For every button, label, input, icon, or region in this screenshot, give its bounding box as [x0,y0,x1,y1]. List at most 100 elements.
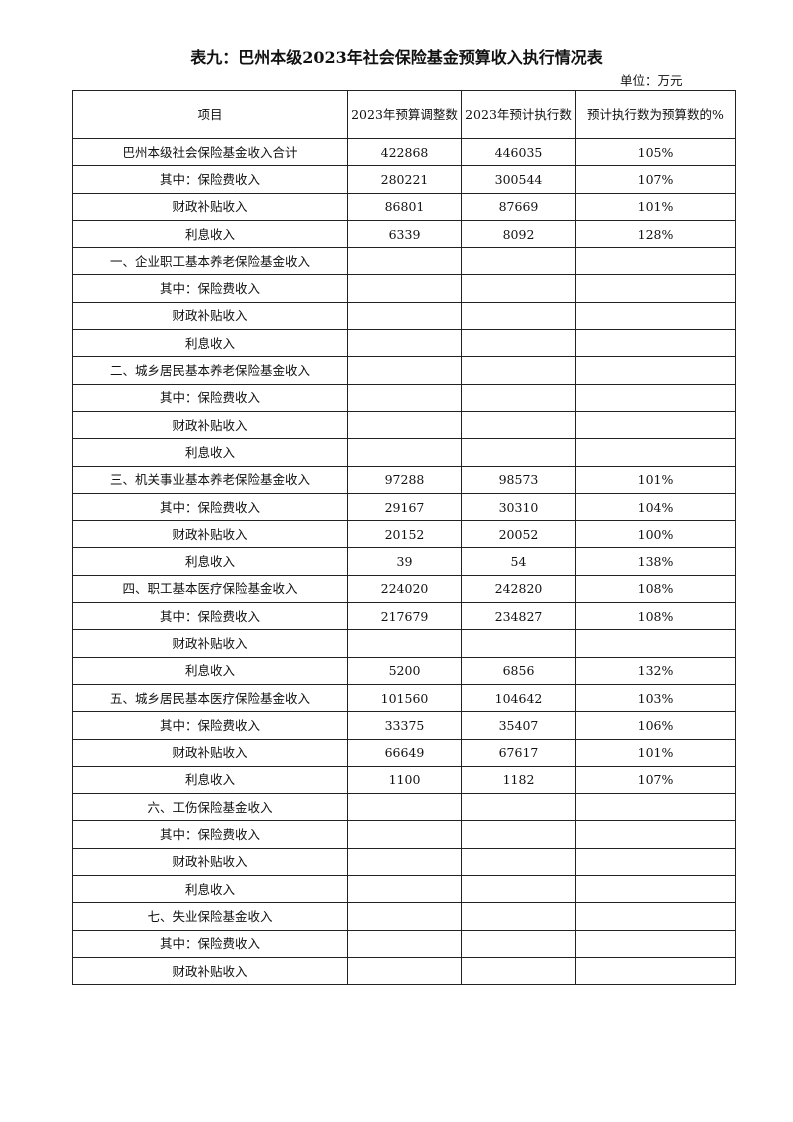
item-cell: 财政补贴收入 [72,738,348,767]
estimated-cell: 300544 [461,165,576,194]
budget-cell [347,875,462,904]
estimated-cell [461,329,576,358]
estimated-cell [461,847,576,877]
item-cell: 财政补贴收入 [72,520,348,549]
budget-cell [347,329,462,358]
budget-cell: 422868 [347,137,462,167]
budget-cell: 1100 [347,765,462,795]
item-cell: 利息收入 [72,656,348,685]
budget-cell: 280221 [347,165,462,194]
table-row: 利息收入 [72,329,736,358]
table-row: 其中：保险费收入 29167 30310 104% [72,492,736,522]
item-cell: 其中：保险费收入 [72,492,348,522]
header-item: 项目 [72,90,348,139]
item-cell: 一、企业职工基本养老保险基金收入 [72,247,348,276]
table-row: 其中：保险费收入 217679 234827 108% [72,602,736,631]
table-row: 利息收入 5200 6856 132% [72,656,736,685]
table-row: 其中：保险费收入 33375 35407 106% [72,711,736,740]
table-row: 利息收入 1100 1182 107% [72,765,736,795]
table-row: 其中：保险费收入 280221 300544 107% [72,165,736,194]
table-row: 六、工伤保险基金收入 [72,793,736,822]
item-cell: 其中：保险费收入 [72,929,348,958]
header-row: 项目 2023年预算调整数 2023年预计执行数 预计执行数为预算数的% [72,90,736,139]
income-table: 项目 2023年预算调整数 2023年预计执行数 预计执行数为预算数的% 巴州本… [72,90,736,986]
budget-cell [347,274,462,303]
ratio-cell: 101% [575,192,736,221]
item-cell: 财政补贴收入 [72,410,348,440]
ratio-cell [575,847,736,877]
budget-cell [347,629,462,658]
budget-cell: 29167 [347,492,462,522]
header-budget: 2023年预算调整数 [347,90,462,139]
ratio-cell [575,383,736,412]
estimated-cell: 98573 [461,465,576,494]
item-cell: 其中：保险费收入 [72,274,348,303]
estimated-cell: 54 [461,547,576,576]
budget-cell: 33375 [347,711,462,740]
estimated-cell [461,956,576,986]
estimated-cell [461,902,576,931]
item-cell: 利息收入 [72,765,348,795]
estimated-cell: 104642 [461,683,576,713]
table-row: 财政补贴收入 [72,301,736,331]
item-cell: 三、机关事业基本养老保险基金收入 [72,465,348,494]
budget-cell: 39 [347,547,462,576]
estimated-cell [461,793,576,822]
item-cell: 其中：保险费收入 [72,711,348,740]
item-cell: 其中：保险费收入 [72,383,348,412]
ratio-cell [575,329,736,358]
estimated-cell [461,929,576,958]
item-cell: 财政补贴收入 [72,301,348,331]
budget-cell: 97288 [347,465,462,494]
table-row: 其中：保险费收入 [72,820,736,849]
page-title: 表九：巴州本级2023年社会保险基金预算收入执行情况表 [190,48,603,67]
item-cell: 利息收入 [72,875,348,904]
item-cell: 四、职工基本医疗保险基金收入 [72,574,348,604]
item-cell: 利息收入 [72,547,348,576]
estimated-cell [461,875,576,904]
budget-cell [347,793,462,822]
ratio-cell [575,301,736,331]
budget-cell: 101560 [347,683,462,713]
estimated-cell [461,820,576,849]
ratio-cell: 107% [575,765,736,795]
table-row: 巴州本级社会保险基金收入合计 422868 446035 105% [72,137,736,167]
budget-cell: 5200 [347,656,462,685]
item-cell: 财政补贴收入 [72,192,348,221]
table-row: 其中：保险费收入 [72,383,736,412]
ratio-cell: 128% [575,219,736,249]
item-cell: 财政补贴收入 [72,629,348,658]
estimated-cell: 87669 [461,192,576,221]
ratio-cell [575,247,736,276]
estimated-cell: 35407 [461,711,576,740]
item-cell: 七、失业保险基金收入 [72,902,348,931]
item-cell: 财政补贴收入 [72,956,348,986]
item-cell: 其中：保险费收入 [72,602,348,631]
ratio-cell: 106% [575,711,736,740]
budget-cell [347,356,462,385]
item-cell: 利息收入 [72,438,348,467]
table-row: 利息收入 6339 8092 128% [72,219,736,249]
ratio-cell: 101% [575,738,736,767]
budget-cell [347,956,462,986]
estimated-cell: 234827 [461,602,576,631]
ratio-cell: 104% [575,492,736,522]
table-row: 其中：保险费收入 [72,274,736,303]
budget-cell: 6339 [347,219,462,249]
ratio-cell: 108% [575,602,736,631]
budget-cell [347,301,462,331]
table-row: 二、城乡居民基本养老保险基金收入 [72,356,736,385]
estimated-cell: 30310 [461,492,576,522]
table-row: 财政补贴收入 [72,410,736,440]
table-row: 财政补贴收入 [72,847,736,877]
ratio-cell [575,820,736,849]
budget-cell [347,929,462,958]
ratio-cell: 100% [575,520,736,549]
estimated-cell: 1182 [461,765,576,795]
ratio-cell: 108% [575,574,736,604]
ratio-cell [575,629,736,658]
table-row: 财政补贴收入 86801 87669 101% [72,192,736,221]
ratio-cell [575,956,736,986]
header-ratio: 预计执行数为预算数的% [575,90,736,139]
unit-label: 单位：万元 [620,73,683,88]
